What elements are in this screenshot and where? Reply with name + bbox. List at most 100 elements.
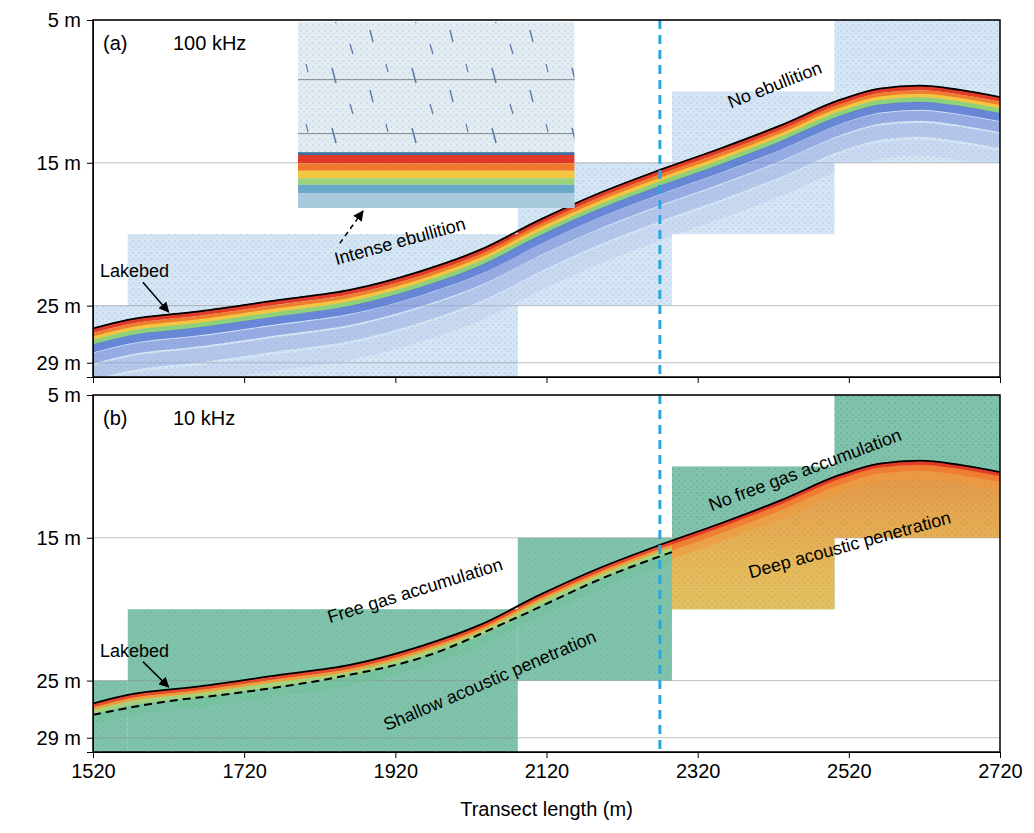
plot-frame (93, 20, 1000, 377)
panel-label: (b) (103, 407, 127, 429)
x-tick-mark (698, 377, 699, 383)
inset-band (298, 155, 575, 163)
x-tick-mark (395, 377, 396, 383)
panel-label: (a) (103, 32, 127, 54)
annotation: Lakebed (100, 641, 169, 661)
echo-band (93, 148, 1000, 391)
y-tick-mark (87, 20, 93, 21)
y-tick: 29 m (37, 352, 93, 374)
window-texture (93, 20, 1000, 377)
annotation-arrow (143, 662, 169, 687)
echo-band (93, 130, 1000, 373)
inset (298, 22, 575, 208)
y-tick-mark (87, 738, 93, 739)
panel: 5 m15 m25 m29 m(a)100 kHzLakebedIntense … (37, 9, 1001, 391)
x-tick: 2320 (676, 752, 721, 782)
window-texture (93, 395, 1000, 752)
x-tick-mark (547, 377, 548, 383)
y-axis: 5 m15 m25 m29 m (37, 9, 94, 378)
inset-band (298, 193, 575, 208)
y-axis-line (87, 396, 94, 753)
y-tick: 25 m (37, 670, 93, 692)
annotation: No ebullition (725, 58, 825, 113)
x-tick-mark (93, 377, 94, 383)
y-tick-mark (87, 363, 93, 364)
annotation: Intense ebullition (332, 214, 468, 269)
x-tick-mark (244, 377, 245, 383)
x-tick (244, 377, 245, 383)
x-tick-label: 2120 (525, 760, 570, 782)
inset-band (298, 152, 575, 155)
plot-background (93, 395, 1000, 752)
x-tick (698, 377, 699, 383)
inset-band (298, 185, 575, 193)
annotation-arrow (143, 282, 169, 312)
inset-background (298, 22, 575, 208)
echogram (93, 395, 1000, 752)
x-axis (94, 377, 1001, 383)
y-tick: 15 m (37, 152, 93, 174)
x-axis-line (94, 753, 1001, 759)
x-axis: 1520 1720 1920 2120 2320 2520 2720 (71, 752, 1023, 782)
plot-background (93, 20, 1000, 377)
x-tick-mark (1000, 752, 1001, 758)
inset-line (298, 79, 575, 80)
y-tick-label: 29 m (37, 352, 81, 374)
y-tick: 25 m (37, 295, 93, 317)
inset-band (298, 163, 575, 170)
y-tick-label: 15 m (37, 527, 81, 549)
x-tick: 1720 (222, 752, 267, 782)
x-tick-mark (395, 752, 396, 758)
frequency-label: 10 kHz (173, 407, 235, 429)
echo-texture (672, 395, 1000, 752)
y-tick-label: 15 m (37, 152, 81, 174)
annotation: Shallow acoustic penetration (381, 626, 600, 734)
lines (93, 20, 1000, 377)
x-tick: 1520 (71, 752, 116, 782)
figure: 5 m 15 m 25 m 29 m (a) 100 kHz Lakebed Intense … (0, 0, 1034, 833)
x-tick-label: 2520 (827, 760, 872, 782)
y-tick-mark (87, 306, 93, 307)
echo-band (93, 477, 672, 720)
x-tick-label: 1720 (222, 760, 267, 782)
x-tick-mark (93, 752, 94, 758)
x-tick-mark (849, 377, 850, 383)
inset-arrow (340, 211, 363, 243)
x-tick: 1920 (374, 752, 419, 782)
x-tick: 2520 (827, 752, 872, 782)
divider-line (658, 395, 661, 752)
grid-line (93, 737, 1000, 738)
windows (93, 20, 1000, 377)
grid-line (93, 305, 1000, 306)
y-tick-label: 29 m (37, 727, 81, 749)
x-tick-mark (547, 752, 548, 758)
panel: 5 m 15 m 25 m 29 m 1520 1720 1920 2120 2320 2520 2… (37, 384, 1023, 820)
shallow-penetration (93, 463, 672, 720)
x-tick (1000, 377, 1001, 383)
y-tick-mark (87, 681, 93, 682)
frequency-label: 100 kHz (173, 32, 246, 54)
x-tick-mark (698, 752, 699, 758)
y-tick: 5 m (48, 384, 93, 406)
y-tick-mark (87, 538, 93, 539)
windows (93, 395, 1000, 752)
x-tick: 2120 (525, 752, 570, 782)
x-tick-label: 2720 (978, 760, 1023, 782)
grid (93, 20, 1000, 363)
y-axis: 5 m 15 m 25 m 29 m (37, 384, 94, 753)
x-tick (395, 377, 396, 383)
divider-line (658, 20, 661, 377)
deep-penetration (672, 395, 1000, 752)
annotation: Deep acoustic penetration (746, 507, 953, 582)
annotation: No free gas accumulation (706, 425, 904, 515)
inset-band (298, 171, 575, 178)
y-tick: 15 m (37, 527, 93, 549)
y-tick-mark (87, 395, 93, 396)
inset-line (298, 133, 575, 134)
x-tick (849, 377, 850, 383)
y-tick-label: 5 m (48, 384, 81, 406)
inset-bubbles (298, 22, 575, 150)
x-axis-title: Transect length (m) (460, 798, 633, 820)
plot-frame (93, 395, 1000, 752)
grid (93, 395, 1000, 738)
